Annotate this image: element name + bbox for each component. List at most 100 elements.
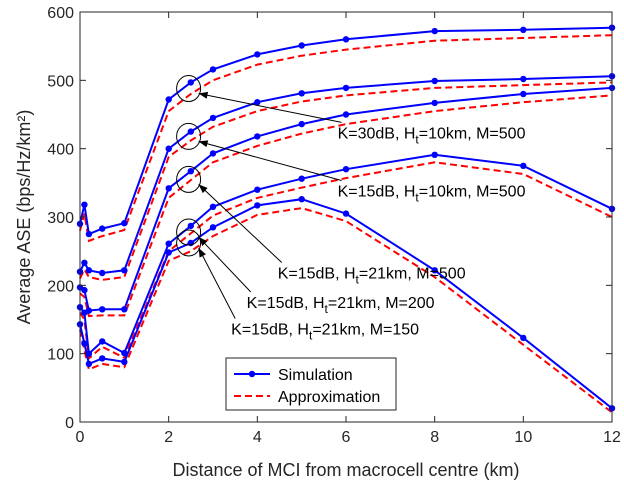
annotation-ellipse-5 — [176, 229, 202, 257]
annotation-ellipse-2 — [176, 122, 202, 150]
simulation-point — [99, 338, 106, 345]
simulation-point — [254, 202, 261, 209]
simulation-point — [187, 222, 194, 230]
simulation-point — [85, 267, 93, 274]
simulation-point — [99, 355, 106, 362]
simulation-point — [121, 306, 128, 313]
simulation-point — [165, 96, 172, 103]
simulation-point — [209, 150, 217, 157]
simulation-point — [298, 175, 305, 182]
x-tick-label: 6 — [342, 429, 351, 446]
simulation-point — [520, 75, 527, 83]
x-tick-label: 4 — [253, 429, 262, 446]
approximation-line-2 — [79, 81, 613, 281]
x-tick-label: 8 — [430, 429, 439, 446]
annotation-arrow-line-2 — [198, 140, 342, 181]
annotation-arrow-line-5 — [198, 247, 236, 319]
simulation-point — [520, 90, 527, 98]
annotation-arrowhead-5 — [198, 247, 206, 258]
simulation-point — [342, 166, 350, 173]
simulation-point — [431, 77, 438, 85]
simulation-point — [209, 224, 217, 231]
simulation-point — [520, 26, 527, 33]
y-tick-label: 300 — [47, 210, 74, 227]
simulation-point — [298, 196, 305, 203]
y-tick-label: 400 — [47, 142, 74, 159]
simulation-point — [165, 249, 172, 256]
simulation-point — [431, 27, 438, 35]
simulation-point — [99, 306, 106, 313]
legend-box — [225, 357, 397, 411]
simulation-point — [342, 210, 350, 217]
simulation-point — [99, 225, 106, 232]
annotation-ellipse-1 — [176, 75, 202, 103]
annotation-arrowhead-2 — [198, 140, 209, 148]
annotation-label-3: K=15dB, Ht=21km, M=500 — [278, 266, 466, 287]
annotation-arrowhead-3 — [198, 184, 208, 194]
annotation-label-1: K=30dB, Ht=10km, M=500 — [338, 125, 526, 146]
simulation-line-2 — [79, 75, 613, 275]
simulation-point — [81, 309, 88, 316]
x-tick-label: 10 — [514, 429, 532, 446]
simulation-point — [121, 349, 128, 357]
simulation-point — [187, 79, 194, 86]
simulation-point — [99, 269, 106, 277]
simulation-point — [298, 42, 305, 49]
simulation-point — [431, 267, 438, 274]
annotation-label-4: K=15dB, Ht=21km, M=200 — [247, 295, 435, 316]
annotation-arrowhead-1 — [198, 91, 209, 99]
simulation-point — [165, 145, 172, 152]
axes-layer: 0 2 4 6 8 10 12 0 100 200 300 400 500 600 — [47, 5, 621, 446]
simulation-point — [81, 259, 88, 266]
y-tick-label: 200 — [47, 278, 74, 295]
simulation-point — [121, 220, 128, 227]
approximation-line-3 — [79, 94, 613, 318]
x-tick-label: 0 — [76, 429, 85, 446]
simulation-point — [298, 120, 305, 128]
x-axis-label: Distance of MCI from macrocell centre (k… — [172, 460, 519, 480]
simulation-point — [187, 128, 194, 135]
y-tick-label: 100 — [47, 347, 74, 364]
legend-label-approximation: Approximation — [278, 389, 380, 406]
simulation-point — [187, 168, 194, 175]
annotation-arrow-line-4 — [198, 236, 252, 293]
y-tick-label: 500 — [47, 73, 74, 90]
simulation-point — [209, 114, 217, 122]
simulation-point — [81, 201, 88, 208]
annotation-label-5: K=15dB, Ht=21km, M=150 — [231, 322, 419, 343]
annotation-arrow-line-1 — [198, 93, 342, 123]
y-axis-label: Average ASE (bps/Hz/km²) — [14, 110, 34, 325]
simulation-point — [209, 66, 217, 73]
simulation-point — [431, 151, 438, 158]
annotation-layer: K=30dB, Ht=10km, M=500 K=15dB, Ht=10km, M… — [176, 75, 526, 343]
approximation-line-1 — [79, 34, 613, 243]
simulation-point — [209, 203, 217, 210]
annotation-label-2: K=15dB, Ht=10km, M=500 — [338, 184, 526, 205]
x-tick-label: 12 — [603, 429, 621, 446]
y-tick-label: 600 — [47, 5, 74, 22]
simulation-point — [165, 185, 172, 192]
simulation-point — [342, 36, 350, 43]
simulation-point — [254, 99, 261, 106]
annotation-arrow-line-3 — [198, 184, 283, 263]
legend-marker-simulation — [248, 370, 256, 378]
x-tick-label: 2 — [164, 429, 173, 446]
plot-layer — [76, 24, 616, 414]
simulation-point — [520, 334, 527, 342]
approximation-line-4 — [79, 161, 613, 361]
simulation-point — [85, 230, 93, 238]
simulation-point — [81, 340, 88, 347]
simulation-point — [254, 186, 261, 193]
simulation-point — [81, 286, 88, 294]
annotation-arrowhead-4 — [198, 237, 208, 246]
simulation-point — [121, 358, 128, 366]
simulation-point — [254, 51, 261, 58]
legend-label-simulation: Simulation — [278, 367, 353, 384]
simulation-point — [342, 84, 350, 92]
simulation-point — [298, 90, 305, 97]
simulation-point — [342, 111, 350, 118]
simulation-point — [165, 240, 172, 247]
legend-layer: Simulation Approximation — [225, 357, 397, 411]
